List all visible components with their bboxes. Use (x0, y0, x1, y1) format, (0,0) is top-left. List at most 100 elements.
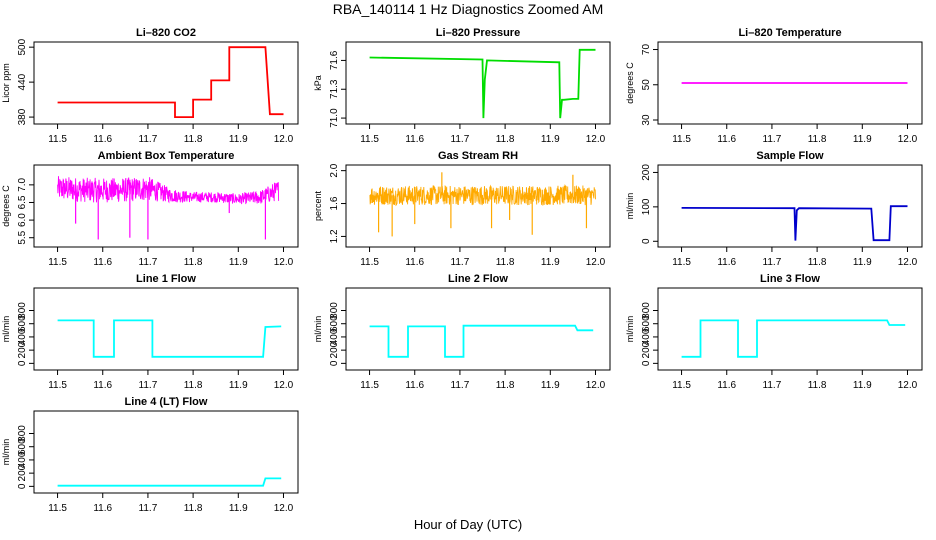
y-tick-label: 6.5 (17, 195, 28, 209)
plot-frame (33, 287, 299, 371)
y-tick-label: 1.2 (329, 229, 340, 243)
chart-panel: Line 1 Flow ml/min 11.5 11.6 11.7 11.8 11.9 12.… (1, 273, 299, 391)
y-tick-label: 70 (641, 44, 652, 56)
x-tick-label: 12.0 (586, 380, 606, 391)
chart-panel: Line 2 Flow ml/min 11.5 11.6 11.7 11.8 11.9 12.… (313, 273, 611, 391)
panel-title: Li–820 Temperature (738, 27, 841, 39)
chart-panel: Line 3 Flow ml/min 11.5 11.6 11.7 11.8 11.9 12.… (625, 273, 923, 391)
panel-title: Li–820 Pressure (436, 27, 520, 39)
x-tick-label: 11.6 (405, 134, 424, 145)
y-tick-label: 2.0 (329, 163, 340, 177)
x-tick-label: 11.9 (541, 380, 560, 391)
y-tick-label: 50 (641, 79, 652, 91)
y-tick-label: 600 (17, 315, 28, 332)
y-axis-label: ml/min (625, 193, 635, 220)
y-tick-label: 800 (329, 302, 340, 319)
y-tick-label: 6.0 (17, 213, 28, 227)
y-tick-label: 800 (17, 425, 28, 442)
x-tick-label: 11.5 (48, 257, 67, 268)
x-tick-label: 11.5 (48, 380, 67, 391)
y-tick-label: 400 (17, 451, 28, 468)
x-tick-label: 12.0 (898, 380, 918, 391)
y-tick-label: 440 (17, 73, 28, 90)
x-tick-label: 11.8 (808, 134, 827, 145)
x-tick-label: 11.8 (496, 134, 515, 145)
panel-title: Sample Flow (756, 150, 824, 162)
y-tick-label: 30 (641, 114, 652, 126)
x-tick-label: 11.6 (405, 257, 424, 268)
x-tick-label: 11.9 (229, 257, 248, 268)
y-tick-label: 600 (641, 315, 652, 332)
x-tick-label: 11.5 (360, 380, 379, 391)
y-tick-label: 400 (641, 328, 652, 345)
x-tick-label: 11.7 (763, 134, 782, 145)
x-tick-label: 11.6 (405, 380, 424, 391)
x-tick-label: 11.7 (139, 134, 158, 145)
plot-frame (33, 164, 299, 248)
y-tick-label: 1.6 (329, 196, 340, 210)
x-tick-label: 11.8 (184, 380, 203, 391)
x-tick-label: 11.5 (360, 134, 379, 145)
y-tick-label: 0 (17, 360, 28, 366)
x-tick-label: 11.8 (808, 257, 827, 268)
y-tick-label: 500 (17, 38, 28, 55)
y-axis-label: degrees C (625, 62, 635, 104)
x-tick-label: 11.8 (184, 257, 203, 268)
x-tick-label: 11.8 (496, 380, 515, 391)
y-tick-label: 200 (641, 341, 652, 358)
y-tick-label: 800 (641, 302, 652, 319)
plot-frame (657, 41, 923, 125)
y-tick-label: 200 (641, 164, 652, 181)
x-tick-label: 11.8 (496, 257, 515, 268)
y-tick-label: 7.0 (17, 177, 28, 191)
plot-frame (345, 164, 611, 248)
y-axis-label: ml/min (1, 439, 11, 466)
y-tick-label: 71.3 (329, 79, 340, 99)
y-tick-label: 600 (329, 315, 340, 332)
panel-title: Line 3 Flow (760, 273, 820, 285)
series-line (57, 477, 282, 487)
x-tick-label: 11.5 (360, 257, 379, 268)
y-tick-label: 800 (17, 302, 28, 319)
panel-title: Line 2 Flow (448, 273, 508, 285)
x-tick-label: 11.6 (93, 503, 112, 514)
plot-frame (657, 287, 923, 371)
x-tick-label: 11.9 (229, 134, 248, 145)
series-line (369, 184, 596, 207)
x-tick-label: 11.9 (229, 503, 248, 514)
y-axis-label: kPa (313, 75, 323, 91)
panel-title: Ambient Box Temperature (98, 150, 235, 162)
y-tick-label: 0 (641, 360, 652, 366)
x-tick-label: 11.6 (93, 134, 112, 145)
x-tick-label: 11.6 (717, 134, 736, 145)
chart-panel: Li–820 CO2 Licor ppm 11.5 11.6 11.7 11.8 11.9 1… (1, 27, 299, 145)
x-tick-label: 12.0 (898, 257, 918, 268)
series-line (57, 176, 280, 205)
y-axis-label: ml/min (625, 316, 635, 343)
x-tick-label: 11.9 (541, 134, 560, 145)
x-tick-label: 11.7 (451, 380, 470, 391)
x-tick-label: 11.7 (139, 257, 158, 268)
x-tick-label: 12.0 (274, 503, 294, 514)
plot-frame (345, 41, 611, 125)
x-tick-label: 11.6 (93, 257, 112, 268)
series-group (681, 319, 906, 358)
x-tick-label: 11.5 (48, 503, 67, 514)
y-tick-label: 100 (641, 198, 652, 215)
y-tick-label: 0 (641, 238, 652, 244)
series-group (57, 319, 282, 358)
x-tick-label: 11.9 (853, 380, 872, 391)
x-tick-label: 11.5 (672, 134, 691, 145)
series-group (681, 205, 908, 242)
chart-panel: Sample Flow ml/min 11.5 11.6 11.7 11.8 11.9 12.… (625, 150, 923, 268)
x-tick-label: 11.8 (184, 503, 203, 514)
y-tick-label: 600 (17, 438, 28, 455)
series-line (681, 319, 906, 358)
chart-panel: Line 4 (LT) Flow ml/min 11.5 11.6 11.7 11.8 11… (1, 396, 299, 514)
series-group (369, 324, 594, 358)
x-tick-label: 11.9 (541, 257, 560, 268)
series-line (57, 46, 284, 118)
y-tick-label: 400 (17, 328, 28, 345)
x-tick-label: 11.9 (229, 380, 248, 391)
